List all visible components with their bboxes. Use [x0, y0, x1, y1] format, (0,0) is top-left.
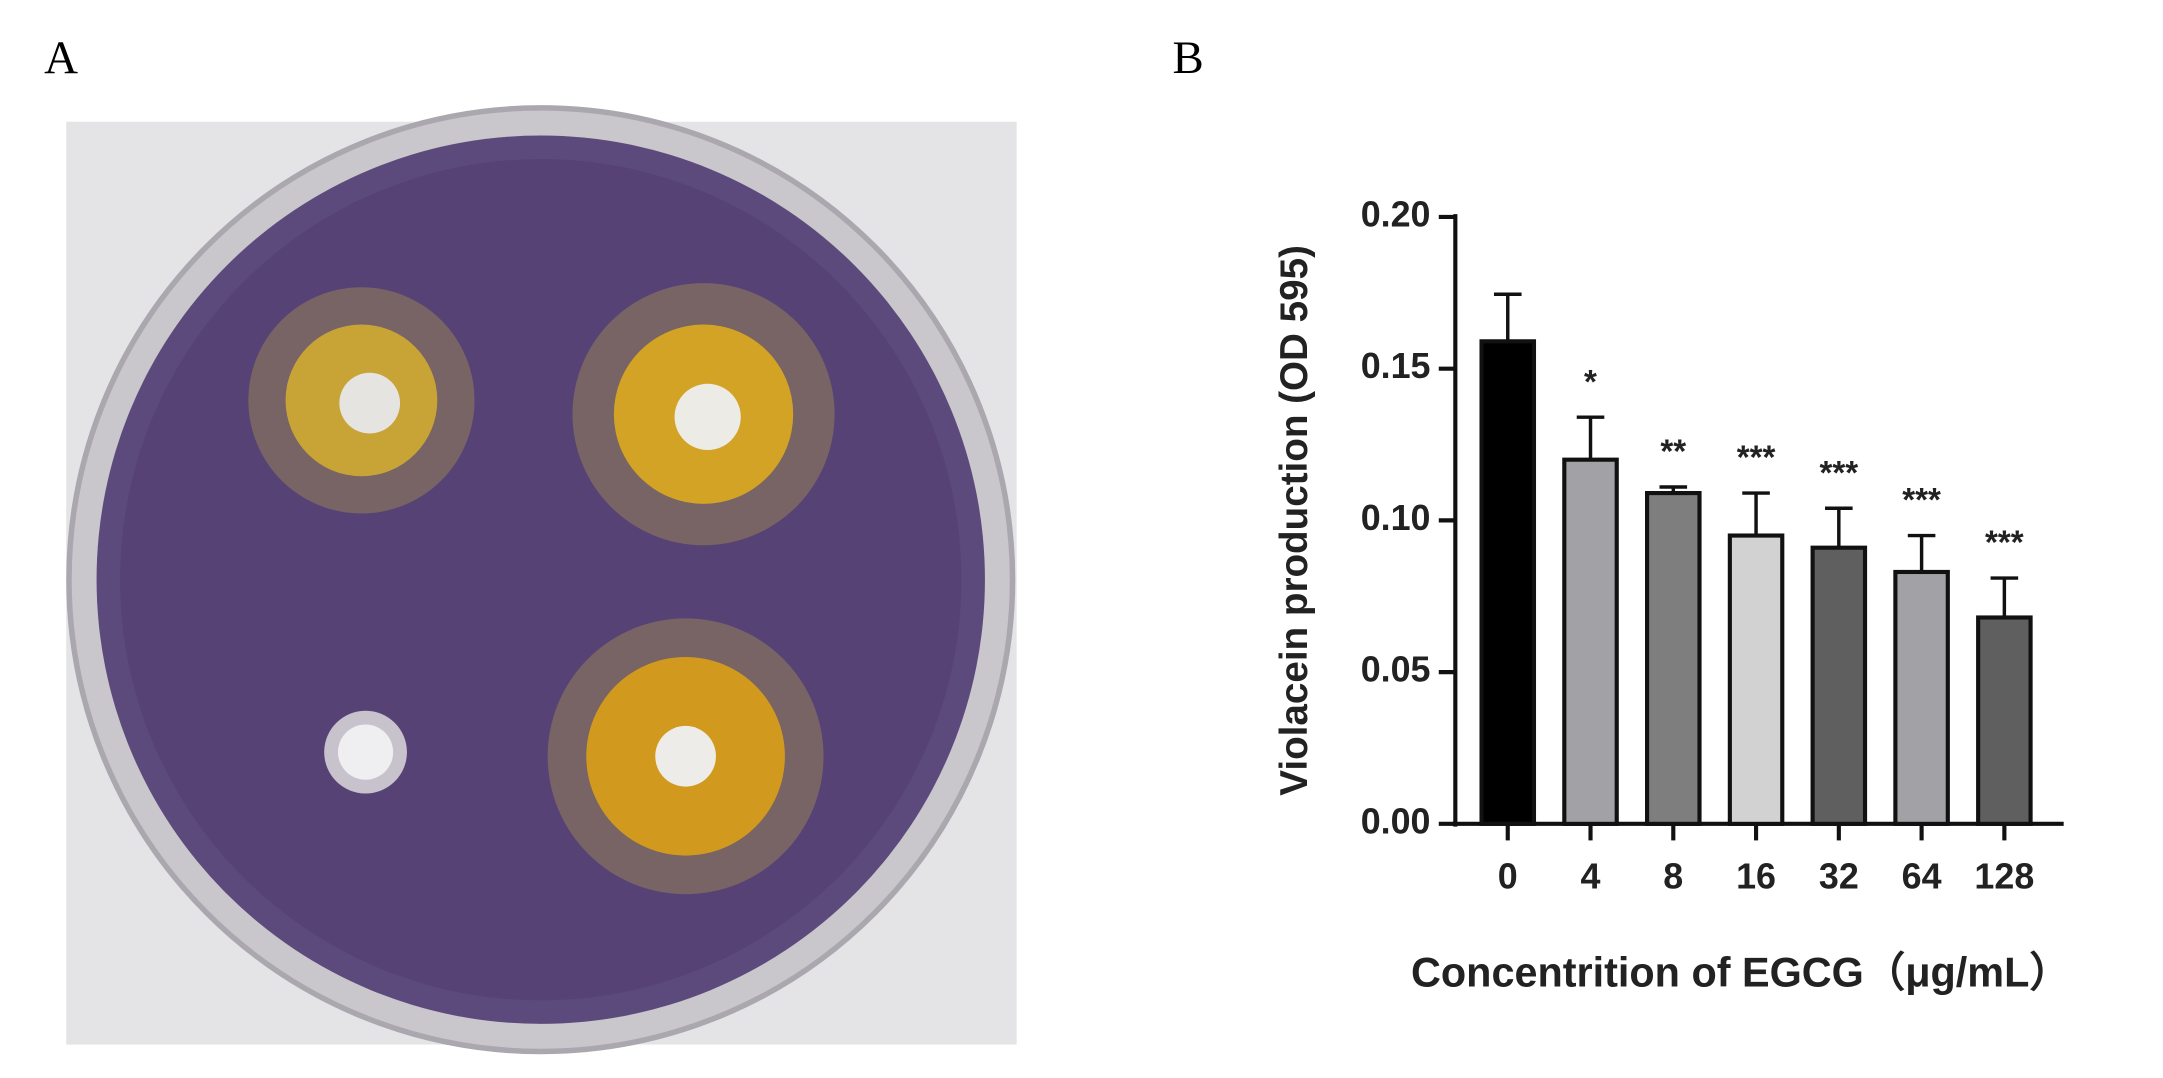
x-tick-label: 0 — [1498, 857, 1518, 897]
bar — [1479, 339, 1537, 826]
x-tick-label: 8 — [1663, 857, 1683, 897]
bar — [1893, 569, 1950, 826]
panel-label: A — [44, 32, 78, 84]
x-axis-title: Concentrition of EGCG（μg/mL） — [1411, 950, 2071, 996]
x-tick-label: 4 — [1581, 857, 1601, 897]
x-tick-label: 16 — [1736, 857, 1776, 897]
x-tick-label: 128 — [1974, 857, 2034, 897]
significance-label: *** — [1820, 455, 1859, 492]
significance-label: *** — [1737, 440, 1776, 477]
y-tick-label: 0.20 — [1361, 194, 1431, 234]
petri-dish-photo — [66, 105, 1017, 1055]
bar — [1976, 615, 2033, 826]
significance-label: *** — [1902, 482, 1941, 519]
x-tick-label: 64 — [1902, 857, 1942, 897]
y-tick-label: 0.15 — [1361, 346, 1431, 386]
bar — [1645, 490, 1702, 826]
y-axis-title: Violacein production (OD 595) — [1273, 245, 1316, 796]
y-tick-label: 0.00 — [1361, 801, 1431, 841]
significance-label: ** — [1660, 434, 1686, 471]
bar — [1727, 533, 1785, 826]
y-tick-label: 0.05 — [1361, 650, 1431, 690]
bar — [1810, 545, 1868, 826]
y-tick-label: 0.10 — [1361, 498, 1431, 538]
significance-label: * — [1584, 364, 1597, 401]
bar — [1562, 457, 1619, 826]
panel-label: B — [1173, 32, 1204, 84]
x-tick-label: 32 — [1819, 857, 1859, 897]
significance-label: *** — [1985, 525, 2024, 562]
